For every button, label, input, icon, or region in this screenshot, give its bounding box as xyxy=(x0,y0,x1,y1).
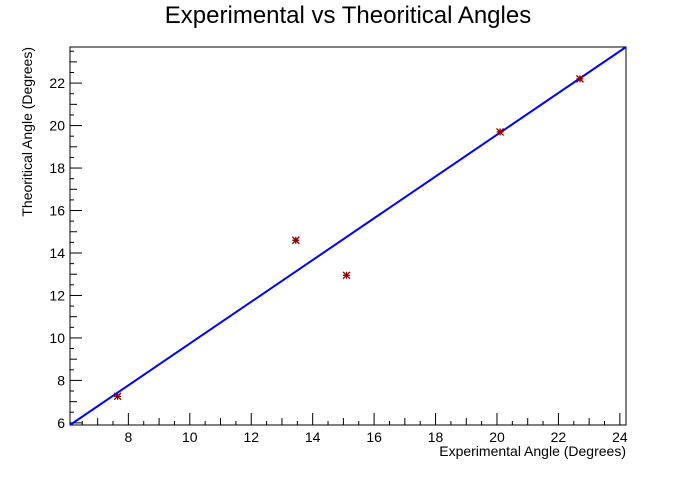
x-tick-label: 12 xyxy=(243,429,259,445)
y-tick-label: 12 xyxy=(49,287,65,303)
plot-frame xyxy=(69,46,627,426)
y-tick-label: 8 xyxy=(57,372,65,388)
data-point xyxy=(496,127,505,136)
data-point-stroke xyxy=(575,74,584,83)
y-tick-label: 10 xyxy=(49,330,65,346)
x-axis-label: Experimental Angle (Degrees) xyxy=(439,443,626,459)
data-point xyxy=(113,392,122,401)
fit-line-layer xyxy=(69,46,627,426)
y-tick-label: 14 xyxy=(49,245,65,261)
x-tick-label: 14 xyxy=(305,429,321,445)
y-tick-label: 18 xyxy=(49,160,65,176)
fit-line xyxy=(69,46,627,426)
x-tick-label: 10 xyxy=(182,429,198,445)
x-tick-label: 24 xyxy=(612,429,628,445)
data-point xyxy=(342,271,351,280)
chart-title: Experimental vs Theoritical Angles xyxy=(165,2,531,29)
x-tick-label: 8 xyxy=(124,429,132,445)
x-tick-label: 22 xyxy=(551,429,567,445)
data-point xyxy=(291,236,300,245)
y-tick-label: 16 xyxy=(49,203,65,219)
data-point-stroke xyxy=(496,127,505,136)
y-tick-label: 22 xyxy=(49,75,65,91)
x-tick-label: 18 xyxy=(428,429,444,445)
x-tick-label: 20 xyxy=(489,429,505,445)
data-point-stroke xyxy=(342,271,351,280)
data-point-stroke xyxy=(291,236,300,245)
data-point-stroke xyxy=(113,392,122,401)
x-tick-label: 16 xyxy=(366,429,382,445)
data-point xyxy=(575,74,584,83)
y-axis-label: Theoritical Angle (Degrees) xyxy=(19,47,35,217)
y-axis-ticks: 6 8 10 12 14 16 18 20 22 xyxy=(49,50,82,431)
y-tick-label: 20 xyxy=(49,118,65,134)
data-points-layer xyxy=(113,74,584,401)
y-tick-label: 6 xyxy=(57,415,65,431)
x-axis-ticks: 8 10 12 14 16 18 20 22 24 xyxy=(81,413,628,445)
